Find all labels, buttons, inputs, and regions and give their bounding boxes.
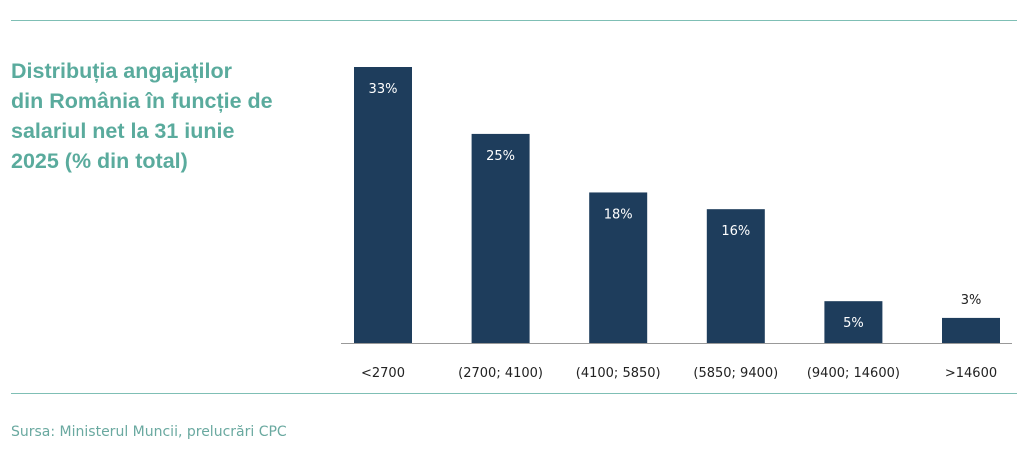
data-label-5: 5% [843, 316, 864, 331]
data-label-1: 33% [369, 82, 398, 97]
x-tick-label-6: >14600 [945, 366, 997, 381]
bar-3 [589, 192, 648, 343]
x-tick-label-5: (9400; 14600) [807, 366, 900, 381]
title-line-3: salariul net la 31 iunie [11, 119, 235, 143]
x-tick-label-3: (4100; 5850) [576, 366, 661, 381]
x-tick-label-2: (2700; 4100) [458, 366, 543, 381]
bar-chart: 33% <2700 25% (2700; 4100) 18% (4100; 5850) 16… [341, 67, 1012, 381]
title-line-1: Distribuția angajaților [11, 59, 233, 83]
top-rule [11, 20, 1017, 21]
chart-title: Distribuția angajaților din România în f… [11, 56, 331, 176]
bar-1 [354, 67, 412, 343]
title-line-2: din România în funcție de [11, 89, 273, 113]
bar-6 [942, 317, 1000, 343]
x-tick-label-4: (5850; 9400) [693, 366, 778, 381]
data-label-3: 18% [604, 207, 633, 222]
bar-2 [471, 133, 530, 343]
data-label-2: 25% [486, 149, 515, 164]
data-label-6: 3% [961, 293, 982, 308]
bottom-rule [11, 393, 1017, 394]
x-tick-label-1: <2700 [361, 366, 405, 381]
title-line-4: 2025 (% din total) [11, 149, 188, 173]
bar-4 [706, 209, 765, 343]
data-label-4: 16% [721, 224, 750, 239]
source-note: Sursa: Ministerul Muncii, prelucrări CPC [11, 424, 287, 440]
bar-5 [824, 301, 883, 343]
